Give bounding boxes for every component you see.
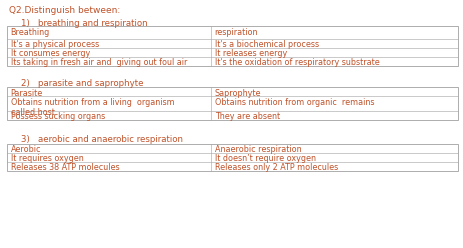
- Text: Releases 38 ATP molecules: Releases 38 ATP molecules: [11, 163, 119, 172]
- Text: Obtains nutrition from organic  remains: Obtains nutrition from organic remains: [215, 98, 374, 107]
- Text: It's the oxidation of respiratory substrate: It's the oxidation of respiratory substr…: [215, 58, 380, 67]
- Text: Saprophyte: Saprophyte: [215, 89, 261, 98]
- Text: It doesn’t require oxygen: It doesn’t require oxygen: [215, 154, 316, 163]
- Text: 1)   breathing and respiration: 1) breathing and respiration: [21, 19, 147, 28]
- Text: Breathing: Breathing: [11, 28, 50, 36]
- Text: It's a biochemical process: It's a biochemical process: [215, 40, 319, 49]
- Text: Releases only 2 ATP molecules: Releases only 2 ATP molecules: [215, 163, 338, 172]
- Text: Possess sucking organs: Possess sucking organs: [11, 112, 105, 121]
- Bar: [7, 144, 458, 171]
- Text: It's a physical process: It's a physical process: [11, 40, 99, 49]
- Bar: [7, 26, 458, 66]
- Text: They are absent: They are absent: [215, 112, 280, 121]
- Text: Parasite: Parasite: [11, 89, 43, 98]
- Text: Q2.Distinguish between:: Q2.Distinguish between:: [9, 6, 120, 15]
- Text: respiration: respiration: [215, 28, 258, 36]
- Text: It consumes energy: It consumes energy: [11, 49, 90, 58]
- Text: Aerobic: Aerobic: [11, 145, 41, 154]
- Text: 2)   parasite and saprophyte: 2) parasite and saprophyte: [21, 79, 144, 88]
- Text: It requires oxygen: It requires oxygen: [11, 154, 83, 163]
- Text: Its taking in fresh air and  giving out foul air: Its taking in fresh air and giving out f…: [11, 58, 187, 67]
- Text: It releases energy: It releases energy: [215, 49, 287, 58]
- Text: Anaerobic respiration: Anaerobic respiration: [215, 145, 301, 154]
- Text: Obtains nutrition from a living  organism
called host: Obtains nutrition from a living organism…: [11, 98, 174, 117]
- Text: 3)   aerobic and anaerobic respiration: 3) aerobic and anaerobic respiration: [21, 135, 183, 144]
- Bar: [7, 87, 458, 120]
